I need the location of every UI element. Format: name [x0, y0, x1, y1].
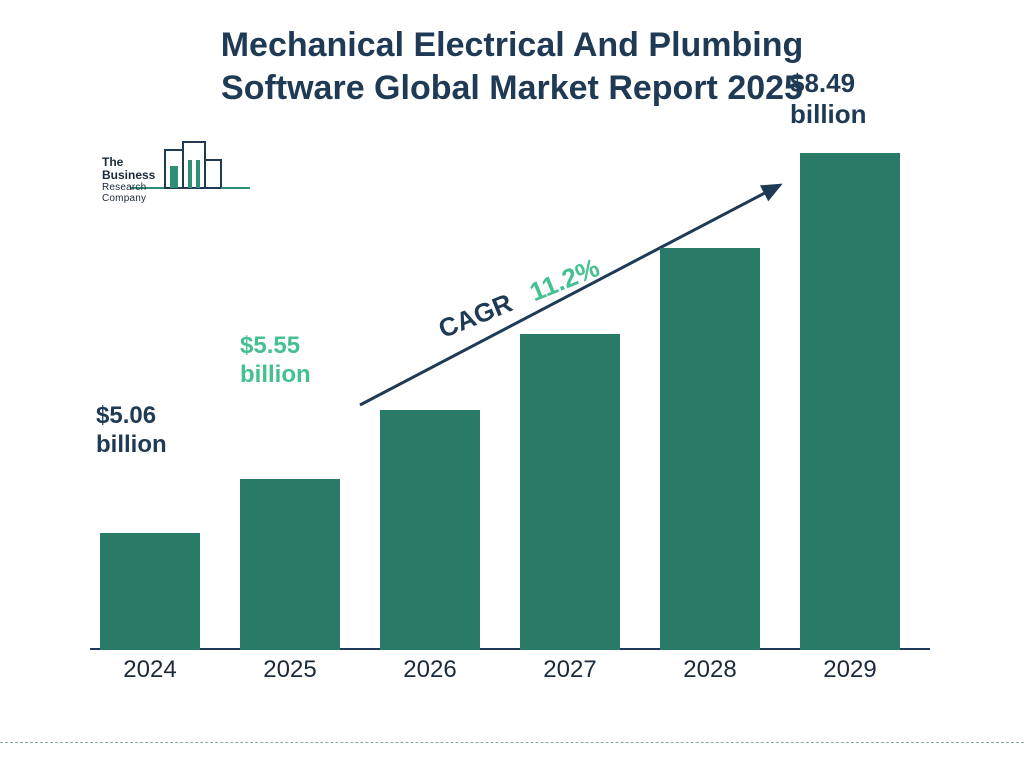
x-label-2029: 2029	[800, 656, 900, 684]
x-label-2025: 2025	[240, 656, 340, 684]
bar-2026	[380, 410, 480, 650]
cagr-percent: 11.2%	[525, 252, 603, 307]
x-axis-labels: 2024 2025 2026 2027 2028 2029	[90, 650, 930, 690]
bar-2024	[100, 533, 200, 650]
x-label-2027: 2027	[520, 656, 620, 684]
bottom-dashed-divider	[0, 742, 1024, 743]
x-label-2028: 2028	[660, 656, 760, 684]
page-root: Mechanical Electrical And Plumbing Softw…	[0, 0, 1024, 768]
x-label-2026: 2026	[380, 656, 480, 684]
bar-2028	[660, 248, 760, 650]
value-label-1: $5.55billion	[240, 332, 311, 390]
cagr-label: CAGR 11.2%	[434, 252, 604, 345]
chart-title-line1: Mechanical Electrical And Plumbing	[0, 24, 1024, 67]
bar-2027	[520, 334, 620, 650]
bar-2025	[240, 479, 340, 650]
plot-area: CAGR 11.2% $5.06billion$5.55billion$8.49…	[90, 130, 930, 650]
value-label-2: $8.49 billion	[790, 68, 930, 130]
x-label-2024: 2024	[100, 656, 200, 684]
cagr-word: CAGR	[434, 287, 516, 343]
value-label-0: $5.06billion	[96, 402, 167, 460]
bar-2029	[800, 153, 900, 650]
bar-chart: CAGR 11.2% $5.06billion$5.55billion$8.49…	[90, 130, 930, 690]
